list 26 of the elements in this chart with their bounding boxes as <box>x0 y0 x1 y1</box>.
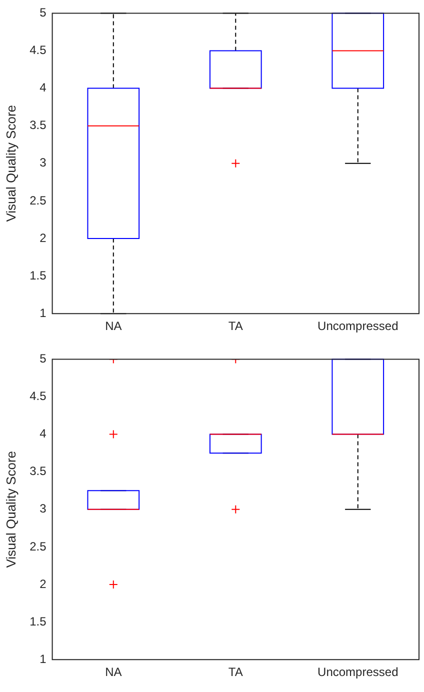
y-tick-label: 5 <box>40 352 47 366</box>
y-tick-label: 4 <box>40 80 47 95</box>
y-tick-label: 1 <box>40 306 47 320</box>
x-tick-label: Uncompressed <box>318 665 398 680</box>
y-tick-label: 3.5 <box>30 118 47 132</box>
x-tick-label: TA <box>228 319 243 334</box>
y-tick-label: 5 <box>40 6 47 20</box>
y-tick-label: 2 <box>40 230 47 245</box>
y-tick-label: 2.5 <box>30 193 47 208</box>
y-tick-label: 2.5 <box>30 539 47 554</box>
x-tick-label: NA <box>105 665 122 680</box>
x-tick-label: TA <box>228 665 243 680</box>
y-tick-label: 4 <box>40 426 47 441</box>
x-tick-label: NA <box>105 319 122 334</box>
y-tick-label: 2 <box>40 576 47 591</box>
y-tick-label: 4.5 <box>30 43 47 58</box>
x-tick-label: Uncompressed <box>318 319 398 334</box>
y-tick-label: 4.5 <box>30 389 47 404</box>
y-axis-title: Visual Quality Score <box>3 450 18 568</box>
y-tick-label: 3 <box>40 156 47 170</box>
y-axis-title: Visual Quality Score <box>3 104 18 222</box>
y-tick-label: 1 <box>40 652 47 666</box>
y-tick-label: 1.5 <box>30 614 47 628</box>
y-tick-label: 3.5 <box>30 464 47 478</box>
y-tick-label: 1.5 <box>30 268 47 282</box>
y-tick-label: 3 <box>40 502 47 516</box>
